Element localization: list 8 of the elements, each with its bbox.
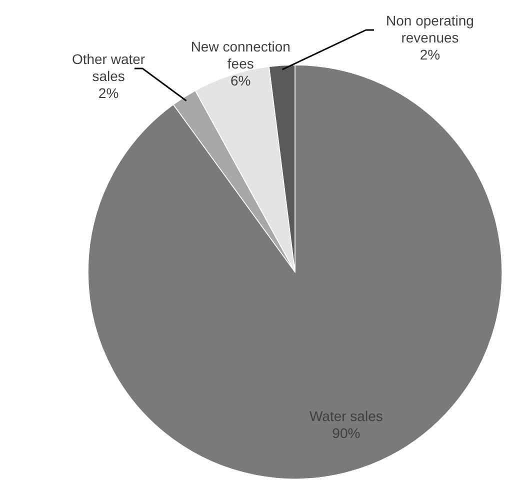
data-label: 2% [98, 84, 119, 101]
slice-label: New connection fees [190, 38, 290, 72]
data-label: 90% [332, 424, 360, 441]
slice-label: Other water sales [72, 50, 146, 84]
slice-label: Water sales [309, 408, 383, 424]
data-label: 2% [420, 46, 440, 62]
data-label: 6% [230, 72, 251, 88]
slice-label: Non operating revenues [386, 12, 474, 46]
